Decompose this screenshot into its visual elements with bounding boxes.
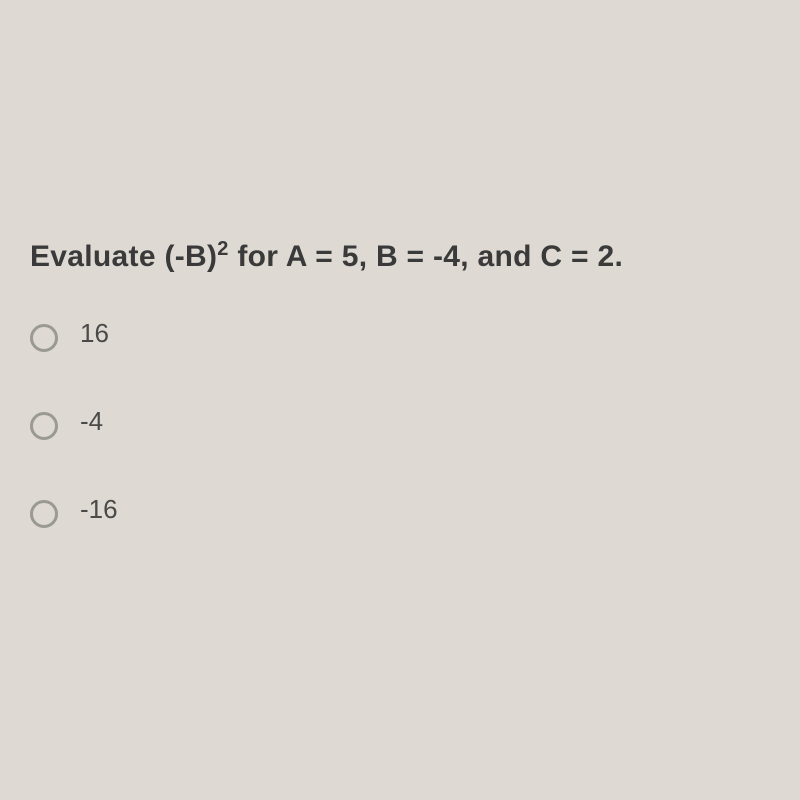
question-expression: (-B)2 <box>164 240 228 273</box>
expr-base: (-B) <box>164 240 217 273</box>
option-label: -16 <box>80 494 118 525</box>
question-prefix: Evaluate <box>30 240 164 273</box>
radio-icon[interactable] <box>30 324 58 352</box>
option-row[interactable]: -4 <box>30 412 800 440</box>
question-middle: for A = 5, B = -4, and C = 2. <box>229 240 623 273</box>
quiz-content: Evaluate (-B)2 for A = 5, B = -4, and C … <box>0 0 800 528</box>
option-row[interactable]: -16 <box>30 500 800 528</box>
option-label: 16 <box>80 318 109 349</box>
question-text: Evaluate (-B)2 for A = 5, B = -4, and C … <box>30 240 800 274</box>
option-label: -4 <box>80 406 103 437</box>
options-list: 16 -4 -16 <box>30 324 800 528</box>
radio-icon[interactable] <box>30 412 58 440</box>
option-row[interactable]: 16 <box>30 324 800 352</box>
radio-icon[interactable] <box>30 500 58 528</box>
expr-superscript: 2 <box>217 238 228 260</box>
